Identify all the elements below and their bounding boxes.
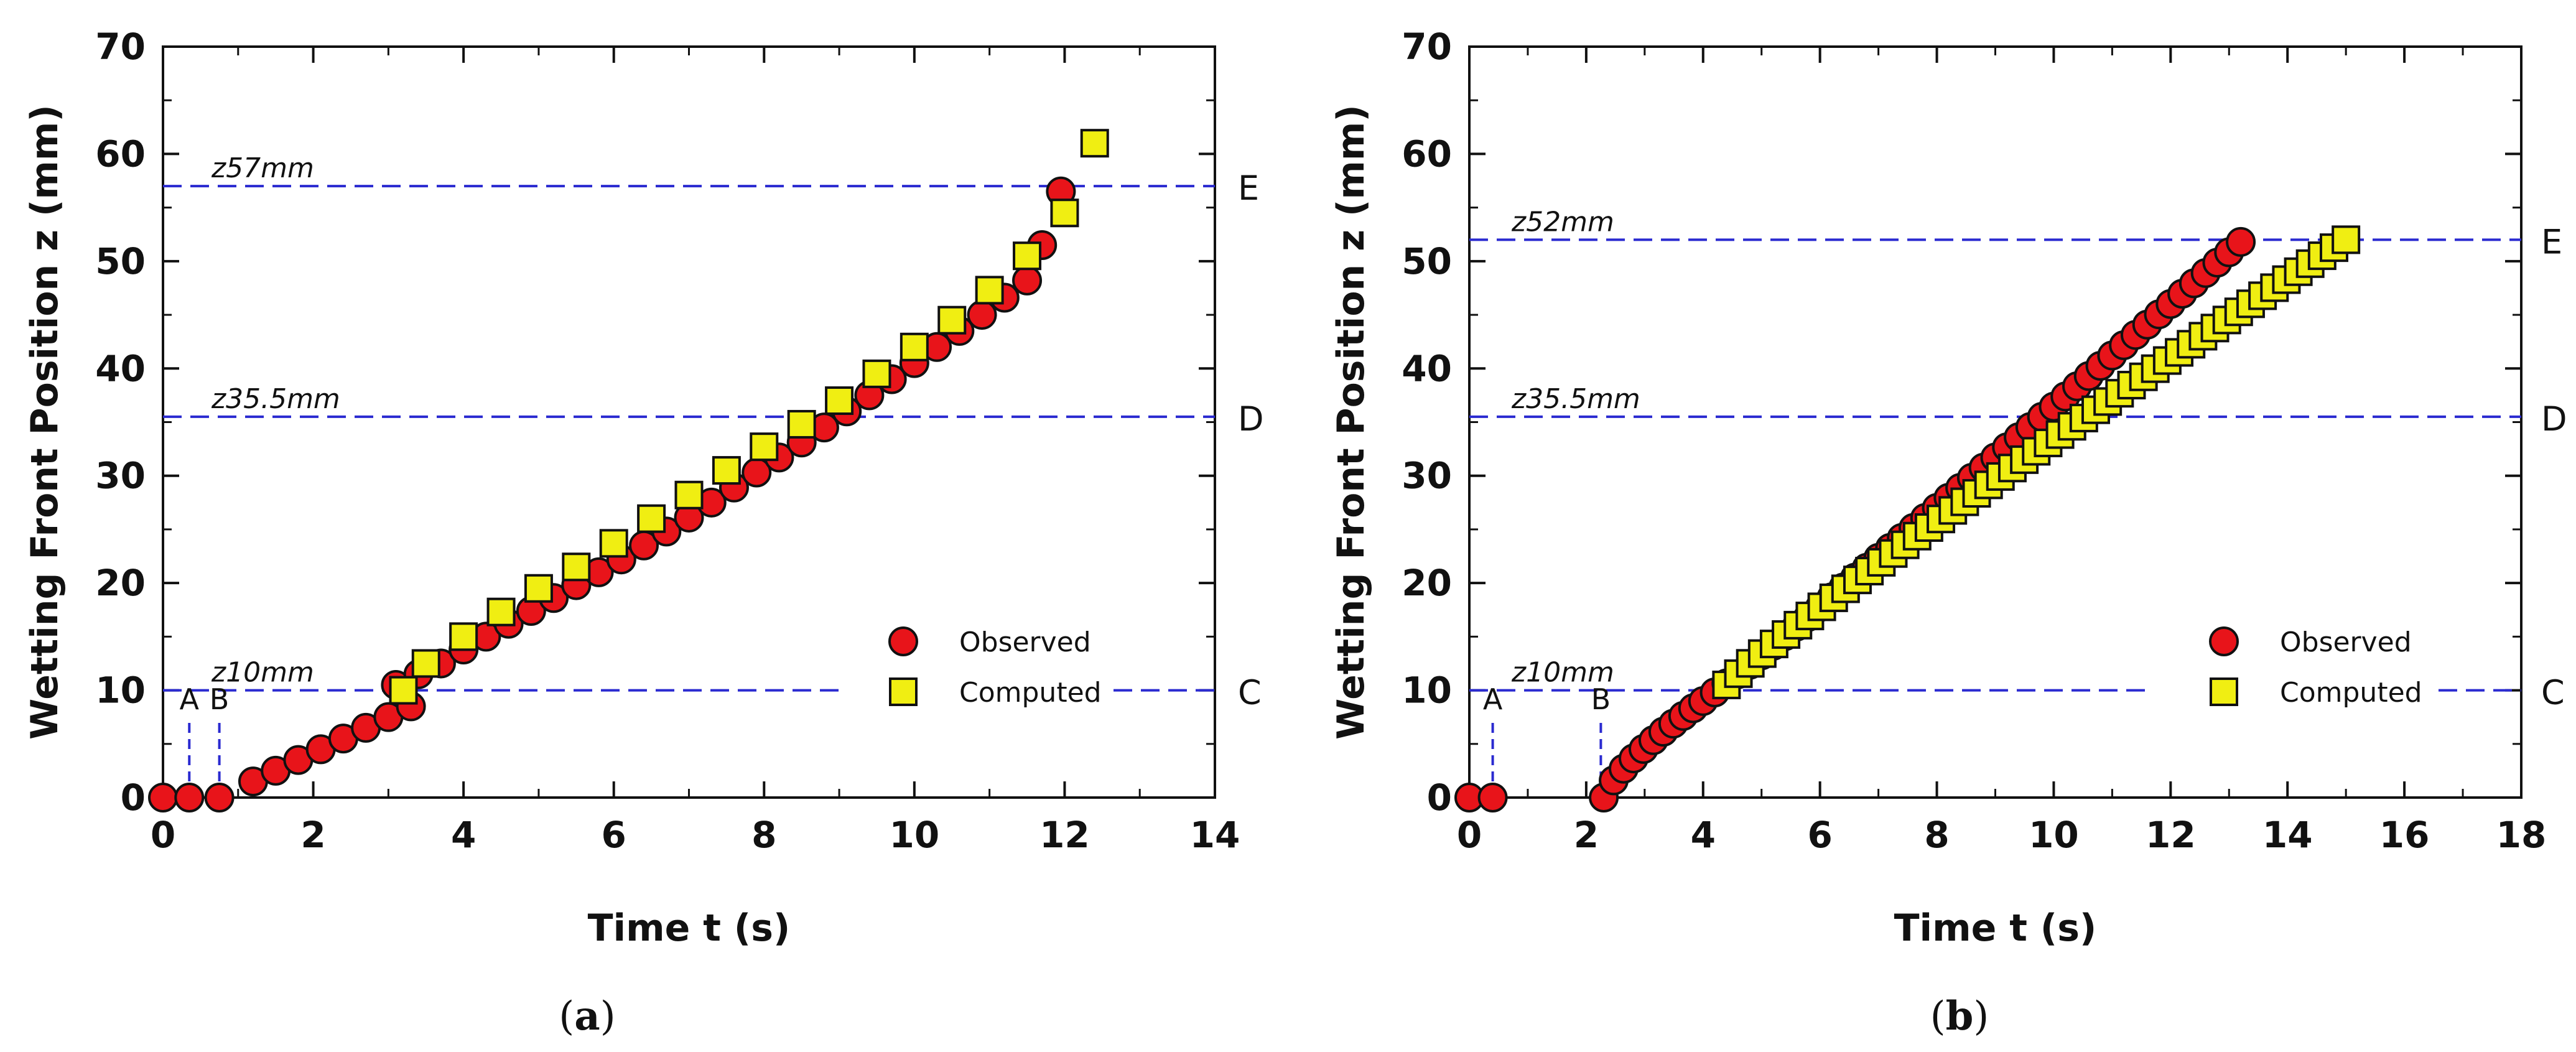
data-point-computed: [486, 597, 516, 626]
x-tick-label: 14: [2262, 814, 2313, 856]
y-tick-label: 20: [95, 562, 146, 604]
y-tick-label: 0: [1427, 776, 1452, 819]
y-tick-label: 20: [1402, 562, 1452, 604]
chart-panel-a: 0 2 4 6 8 10 12 14 0 10 20 30 40 50 60 70 Time t (s) Wett…: [23, 26, 1264, 1040]
y-axis-title: Wetting Front Position z (mm): [23, 105, 67, 740]
data-point-computed: [449, 622, 478, 651]
legend-marker-computed: [889, 677, 918, 706]
panel-label: (a): [559, 993, 615, 1040]
legend-marker-computed: [2210, 677, 2238, 706]
marker-label-B: B: [210, 682, 230, 716]
x-tick-label: 10: [2029, 814, 2079, 856]
y-tick-label: 50: [95, 240, 146, 282]
reference-line-label: z35.5mm: [211, 383, 340, 415]
y-tick-label: 40: [1402, 347, 1452, 389]
side-label-E: E: [2541, 222, 2562, 261]
y-tick-label: 70: [1402, 26, 1452, 68]
side-label-E: E: [1238, 169, 1259, 208]
legend-label-observed: Observed: [2280, 626, 2412, 658]
data-point-computed: [787, 409, 816, 439]
data-point-computed: [389, 676, 418, 705]
reference-line-label: z57mm: [211, 152, 314, 184]
data-point-observed: [1012, 265, 1043, 296]
reference-line-label: z52mm: [1511, 206, 1614, 238]
data-point-computed: [1080, 129, 1109, 158]
x-tick-label: 4: [1691, 814, 1716, 856]
data-point-observed: [148, 783, 178, 812]
x-tick-label: 12: [2146, 814, 2196, 856]
marker-label-A: A: [180, 682, 200, 716]
y-tick-label: 10: [1402, 669, 1452, 712]
data-point-computed: [2332, 225, 2361, 254]
x-axis-title: Time t (s): [1894, 906, 2097, 950]
data-point-computed: [937, 305, 967, 335]
data-point-observed: [204, 783, 235, 812]
x-tick-label: 12: [1039, 814, 1090, 856]
data-point-computed: [562, 552, 591, 582]
y-tick-label: 0: [121, 776, 146, 819]
data-point-computed: [674, 480, 704, 510]
legend-marker-observed: [888, 626, 918, 656]
y-tick-label: 50: [1402, 240, 1452, 282]
x-tick-label: 0: [1457, 814, 1482, 856]
y-tick-label: 10: [95, 669, 146, 712]
y-tick-label: 60: [1402, 133, 1452, 175]
marker-label-A: A: [1483, 682, 1503, 716]
side-label-D: D: [2541, 399, 2567, 439]
x-tick-label: 4: [451, 814, 476, 856]
data-point-computed: [750, 432, 779, 462]
reference-line-label: z35.5mm: [1511, 383, 1640, 415]
reference-line-label: z10mm: [1511, 657, 1614, 689]
data-point-computed: [411, 649, 440, 678]
legend-label-computed: Computed: [959, 677, 1102, 709]
x-tick-label: 16: [2379, 814, 2430, 856]
y-tick-label: 60: [95, 133, 146, 175]
legend-label-observed: Observed: [959, 626, 1091, 658]
data-point-observed: [1477, 783, 1508, 812]
x-tick-label: 18: [2496, 814, 2547, 856]
y-tick-label: 70: [95, 26, 146, 68]
data-point-observed: [174, 783, 205, 812]
data-point-computed: [1050, 198, 1079, 228]
data-point-observed: [967, 300, 997, 330]
y-tick-label: 30: [1402, 455, 1452, 497]
x-tick-label: 2: [1574, 814, 1599, 856]
y-tick-label: 30: [95, 455, 146, 497]
chart-panel-b: 0 2 4 6 8 10 12 14 16 18 0 10 20 30 40 50 60 70 Time t (s)…: [1329, 26, 2567, 1040]
x-tick-label: 10: [889, 814, 939, 856]
data-point-computed: [1013, 241, 1042, 271]
panel-label: (b): [1930, 993, 1989, 1040]
reference-line-label: z10mm: [211, 657, 314, 689]
data-point-observed: [2226, 226, 2256, 257]
data-point-computed: [524, 574, 553, 603]
legend-marker-observed: [2209, 626, 2239, 656]
data-point-computed: [862, 359, 891, 388]
y-axis-title: Wetting Front Position z (mm): [1329, 105, 1373, 740]
data-point-computed: [825, 386, 854, 416]
x-tick-label: 2: [300, 814, 325, 856]
data-point-computed: [975, 276, 1004, 305]
y-tick-label: 40: [95, 347, 146, 389]
x-tick-label: 6: [602, 814, 626, 856]
data-point-computed: [712, 456, 741, 485]
x-tick-label: 0: [151, 814, 175, 856]
x-axis-title: Time t (s): [588, 906, 791, 950]
data-point-computed: [900, 332, 929, 361]
data-point-computed: [637, 504, 666, 533]
legend-label-computed: Computed: [2280, 677, 2422, 709]
marker-label-B: B: [1591, 682, 1611, 716]
side-label-D: D: [1238, 399, 1264, 439]
side-label-C: C: [1238, 673, 1262, 712]
x-tick-label: 8: [1924, 814, 1949, 856]
side-label-C: C: [2541, 673, 2565, 712]
x-tick-label: 14: [1190, 814, 1240, 856]
data-point-computed: [599, 529, 628, 558]
x-tick-label: 8: [751, 814, 776, 856]
x-tick-label: 6: [1807, 814, 1832, 856]
